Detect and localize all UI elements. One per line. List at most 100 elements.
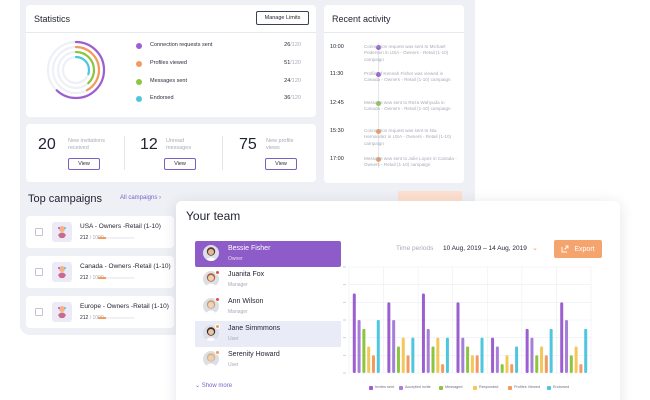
activity-time: 12:45: [330, 100, 344, 106]
campaign-progress-fill: [98, 277, 106, 279]
bar-responded: [540, 346, 544, 373]
campaign-row[interactable]: USA - Owners -Retail (1-10) 212 / 1000: [26, 216, 174, 248]
timeline-dot: [375, 45, 381, 50]
team-member-row[interactable]: Jane Simmmons User: [195, 321, 341, 347]
campaign-checkbox[interactable]: [35, 268, 43, 276]
export-button[interactable]: Export: [554, 240, 602, 258]
legend-swatch: [369, 386, 373, 390]
member-name: Ann Wilson: [228, 298, 264, 305]
legend-label: Accepted invite: [405, 385, 431, 389]
member-role: User: [228, 362, 239, 368]
show-more-link[interactable]: ⌄ Show more: [195, 383, 233, 389]
legend-swatch: [439, 386, 443, 390]
campaign-icon: [52, 302, 72, 322]
campaign-row[interactable]: Canada - Owners -Retail (1-10) 212 / 1000: [26, 256, 174, 288]
avatar: [203, 245, 219, 261]
bar-accepted-invite: [392, 320, 396, 373]
bar-invites-sent: [387, 302, 391, 373]
bar-messaged: [466, 346, 470, 373]
team-member-row[interactable]: Ann Wilson Manager: [195, 294, 341, 320]
campaign-progress-bar: [98, 237, 134, 239]
activity-text: Connection request was sent to Nia Herna…: [364, 128, 452, 146]
avatar: [203, 271, 219, 287]
stat-value: 36/120: [284, 95, 301, 101]
bar-profiles-viewed: [406, 355, 410, 373]
timeline-dot: [375, 72, 381, 77]
bar-profiles-viewed: [441, 364, 445, 373]
bar-accepted-invite: [426, 328, 430, 373]
campaign-row[interactable]: Europe - Owners -Retail (1-10) 212 / 1000: [26, 296, 174, 328]
activity-text: Profile of Kennah Fisher was viewed in C…: [364, 71, 451, 83]
bar-endorsed: [411, 337, 415, 373]
status-badge: [215, 350, 220, 355]
legend-swatch: [399, 386, 403, 390]
stat-legend-row: Endorsed 36/120: [136, 94, 301, 104]
bar-messaged: [500, 364, 504, 373]
bar-messaged: [535, 355, 539, 373]
view-messages-button[interactable]: View: [164, 158, 196, 170]
team-member-row[interactable]: Bessie Fisher Owner: [195, 241, 341, 267]
campaign-icon: [52, 222, 72, 242]
team-activity-chart: [343, 266, 592, 374]
bar-profiles-viewed: [510, 364, 514, 373]
bar-messaged: [396, 346, 400, 373]
team-member-row[interactable]: Juanita Fox Manager: [195, 267, 341, 293]
bar-profiles-viewed: [579, 364, 583, 373]
stat-legend-row: Profiles viewed 51/120: [136, 59, 301, 69]
member-role: Owner: [228, 256, 243, 262]
stat-value: 26/120: [284, 42, 301, 48]
bar-invites-sent: [456, 302, 460, 373]
legend-dot: [136, 61, 142, 67]
campaign-progress-bar: [98, 317, 134, 319]
bar-invites-sent: [491, 337, 495, 373]
campaign-progress-fill: [98, 317, 106, 319]
campaign-progress-bar: [98, 277, 134, 279]
ring-arc-3: [61, 55, 91, 85]
view-profile-views-button[interactable]: View: [265, 158, 297, 170]
legend-label: Endorsed: [553, 385, 570, 389]
campaign-checkbox[interactable]: [35, 228, 43, 236]
bar-endorsed: [376, 320, 380, 373]
manage-limits-button[interactable]: Manage Limits: [256, 11, 309, 25]
campaign-progress-text: 212 / 1000: [80, 235, 104, 241]
campaign-checkbox[interactable]: [35, 308, 43, 316]
statistics-divider: [26, 32, 316, 33]
activity-text: Connection request was sent to Michael P…: [364, 44, 449, 62]
stat-legend-row: Messages sent 24/120: [136, 77, 301, 87]
stat-legend-row: Connection requests sent 26/120: [136, 41, 301, 51]
recent-activity-title: Recent activity: [332, 14, 391, 24]
status-badge: [215, 324, 220, 329]
timeline-dot: [375, 129, 381, 134]
bar-profiles-viewed: [371, 355, 375, 373]
timeline-dot: [375, 101, 381, 106]
statistics-card: Statistics Manage Limits Connection requ…: [26, 5, 316, 117]
legend-dot: [136, 79, 142, 85]
activity-time: 11:30: [330, 71, 344, 77]
bar-responded: [574, 346, 578, 373]
campaign-name: Canada - Owners -Retail (1-10): [80, 263, 171, 270]
bar-invites-sent: [525, 328, 529, 373]
bar-accepted-invite: [461, 337, 465, 373]
view-invitations-button[interactable]: View: [68, 158, 100, 170]
ring-arc-1: [51, 45, 101, 95]
your-team-title: Your team: [186, 209, 241, 223]
member-role: Manager: [228, 282, 248, 288]
campaign-name: USA - Owners -Retail (1-10): [80, 223, 161, 230]
member-name: Jane Simmmons: [228, 325, 281, 332]
team-member-row[interactable]: Serenity Howard User: [195, 347, 341, 373]
time-period-select[interactable]: 10 Aug, 2019 – 14 Aug, 2019: [443, 245, 527, 252]
legend-label: Profiles Viewed: [514, 385, 541, 389]
legend-dot: [136, 96, 142, 102]
timeline-dot: [375, 157, 381, 162]
status-badge: [215, 270, 220, 275]
activity-text: Message was sent to Julie Lopez in Canad…: [364, 156, 457, 168]
member-name: Bessie Fisher: [228, 245, 271, 252]
avatar: [203, 325, 219, 341]
all-campaigns-link[interactable]: All campaigns ›: [120, 195, 162, 201]
bar-responded: [401, 337, 405, 373]
chevron-down-icon[interactable]: ⌄: [532, 245, 538, 252]
stat-value: 51/120: [284, 60, 301, 66]
counter-number: 20: [38, 136, 56, 153]
legend-label: Responded: [479, 385, 499, 389]
activity-time: 10:00: [330, 44, 344, 50]
